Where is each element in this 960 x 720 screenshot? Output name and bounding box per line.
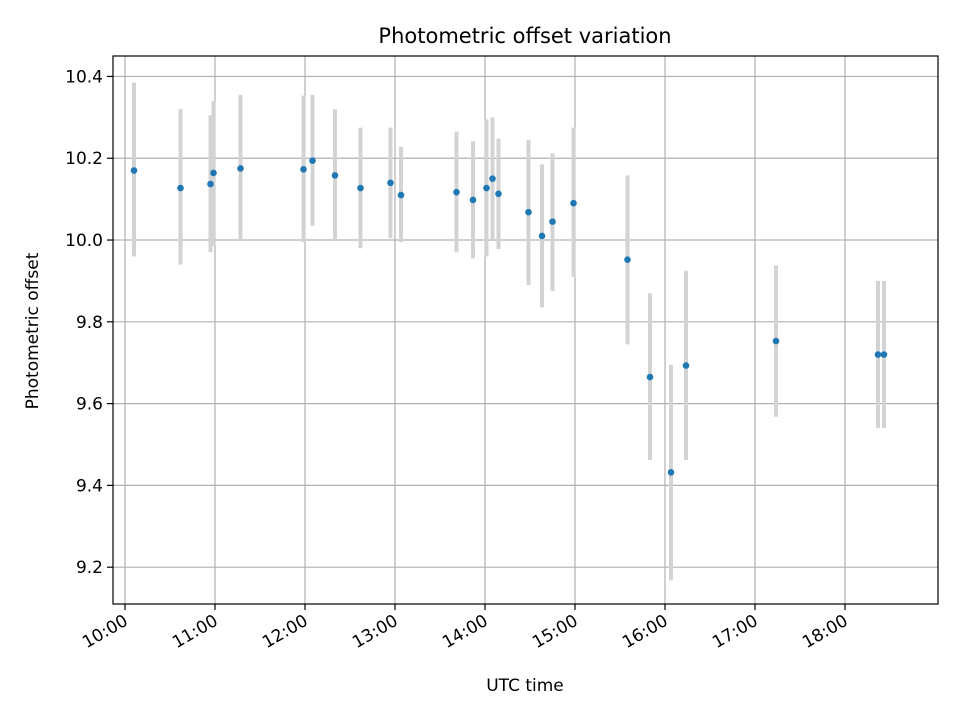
chart-title: Photometric offset variation: [378, 24, 671, 48]
data-point: [570, 199, 577, 207]
x-tick-label: 18:00: [799, 611, 851, 653]
data-point: [880, 351, 888, 358]
data-point: [624, 256, 631, 263]
data-point: [682, 362, 690, 369]
x-tick-label: 12:00: [259, 611, 311, 653]
x-tick-label: 14:00: [439, 611, 491, 653]
data-point: [130, 167, 138, 174]
y-tick-label: 10.0: [65, 231, 103, 251]
data-point: [387, 179, 394, 187]
data-point: [489, 175, 496, 182]
data-point: [549, 218, 556, 225]
data-point: [177, 184, 184, 192]
data-point: [207, 180, 214, 188]
data-point: [237, 165, 244, 172]
y-tick-label: 10.4: [65, 67, 103, 87]
data-point: [874, 351, 882, 358]
grid-lines: [113, 56, 938, 604]
data-point: [495, 190, 502, 198]
data-point: [772, 337, 780, 345]
y-tick-label: 9.6: [76, 395, 103, 415]
y-tick-label: 9.2: [76, 558, 103, 578]
error-bars: [132, 82, 886, 581]
x-axis-label: UTC time: [486, 676, 564, 696]
data-point: [210, 169, 217, 177]
plot-frame: [112, 55, 939, 605]
data-point: [331, 172, 339, 179]
x-tick-label: 15:00: [529, 611, 581, 653]
x-tick-label: 11:00: [169, 611, 221, 653]
data-point: [646, 373, 654, 381]
data-point: [397, 191, 405, 199]
x-tick-label: 17:00: [709, 611, 761, 653]
x-tick-label: 16:00: [619, 611, 671, 653]
data-point: [453, 188, 460, 196]
y-axis-label: Photometric offset: [23, 252, 43, 409]
data-point: [357, 184, 364, 192]
data-point: [469, 196, 477, 204]
y-tick-label: 9.8: [76, 313, 103, 333]
data-point: [538, 232, 546, 240]
data-point: [300, 165, 307, 173]
y-tick-label: 9.4: [76, 476, 103, 496]
data-points: [130, 157, 888, 476]
x-tick-label: 10:00: [79, 611, 131, 653]
data-point: [667, 469, 675, 476]
x-tick-label: 13:00: [349, 611, 401, 653]
data-point: [309, 157, 316, 164]
data-point: [483, 184, 490, 192]
data-point: [525, 208, 532, 216]
y-tick-label: 10.2: [65, 149, 103, 169]
